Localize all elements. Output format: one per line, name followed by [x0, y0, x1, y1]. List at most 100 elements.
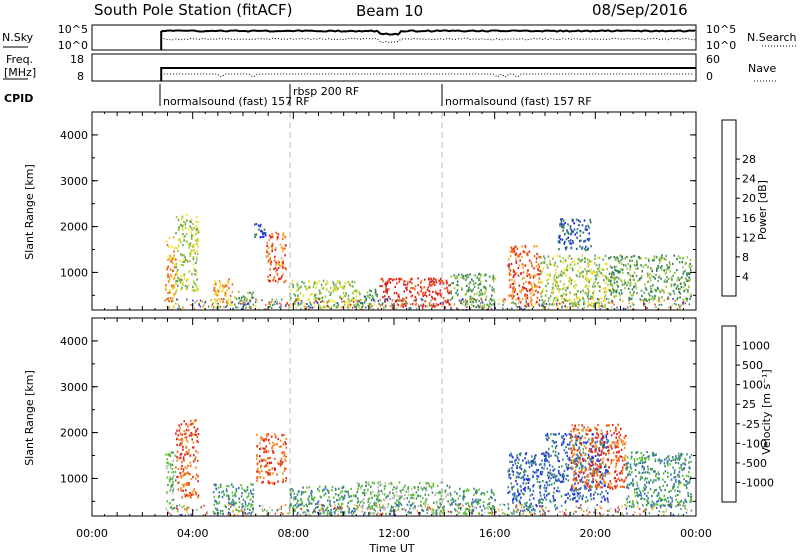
power-cell [676, 279, 678, 281]
power-cell [484, 306, 486, 308]
power-cbar-tick-label: 24 [742, 173, 756, 186]
power-ytick-label: 2000 [60, 221, 88, 234]
velocity-cell [581, 469, 583, 471]
power-cell [484, 304, 486, 306]
power-cell [394, 292, 396, 294]
power-cell [258, 229, 260, 231]
power-cell [493, 303, 495, 305]
velocity-cell [573, 472, 575, 474]
power-cell [352, 285, 354, 287]
velocity-cell [624, 486, 626, 488]
velocity-cell [233, 486, 235, 488]
velocity-cell [622, 460, 624, 462]
velocity-cell [581, 430, 583, 432]
velocity-cell [621, 485, 623, 487]
power-ground-cell [406, 303, 407, 305]
velocity-cell [315, 503, 317, 505]
velocity-cell [575, 487, 577, 489]
velocity-cell [182, 438, 184, 440]
power-cell [557, 265, 559, 267]
power-cell [284, 254, 286, 256]
velocity-cell [422, 489, 424, 491]
velocity-cell [557, 490, 559, 492]
power-cell [222, 285, 224, 287]
velocity-cell [281, 434, 283, 436]
velocity-cell [414, 487, 416, 489]
power-cell [472, 288, 474, 290]
power-cell [187, 278, 189, 280]
power-cell [582, 259, 584, 261]
velocity-cell [542, 505, 544, 507]
velocity-cell [271, 462, 273, 464]
power-cell [478, 300, 480, 302]
power-cell [599, 264, 601, 266]
velocity-cell [579, 467, 581, 469]
velocity-cell [593, 494, 595, 496]
power-cell [515, 246, 517, 248]
velocity-cell [449, 486, 451, 488]
power-ground-cell [358, 300, 359, 302]
power-cell [590, 278, 592, 280]
power-cell [322, 287, 324, 289]
power-cell [191, 229, 193, 231]
power-cell [563, 293, 565, 295]
power-cell [671, 276, 673, 278]
power-cell [610, 292, 612, 294]
power-cell [624, 279, 626, 281]
power-cell [392, 304, 394, 306]
power-cell [683, 271, 685, 273]
power-cell [451, 282, 453, 284]
power-ground-cell [515, 303, 516, 305]
power-ground-cell [242, 303, 243, 305]
velocity-cell [582, 498, 584, 500]
velocity-cell [607, 492, 609, 494]
power-cell [468, 287, 470, 289]
velocity-cell [385, 513, 387, 515]
power-ground-cell [238, 303, 239, 305]
power-cell [475, 282, 477, 284]
velocity-cell [454, 491, 456, 493]
power-cell [262, 236, 264, 238]
power-cell [622, 268, 624, 270]
velocity-cell [176, 430, 178, 432]
velocity-cell [570, 437, 572, 439]
velocity-cell [528, 509, 530, 511]
power-cell [492, 278, 494, 280]
power-ground-cell [518, 302, 519, 304]
power-ground-cell [318, 299, 319, 301]
velocity-cell [563, 438, 565, 440]
power-cell [169, 289, 171, 291]
power-cell [316, 282, 318, 284]
power-cell [480, 302, 482, 304]
power-cell [540, 270, 542, 272]
velocity-cell [524, 474, 526, 476]
power-cell [599, 269, 601, 271]
velocity-cell [670, 496, 672, 498]
nave-label: Nave [748, 62, 776, 75]
velocity-cell [252, 501, 254, 503]
velocity-cell [306, 487, 308, 489]
velocity-cell [646, 504, 648, 506]
velocity-cell [193, 488, 195, 490]
power-cell [610, 280, 612, 282]
velocity-cell [674, 476, 676, 478]
power-ground-cell [502, 308, 503, 310]
power-ground-cell [357, 301, 358, 303]
power-cell [243, 295, 245, 297]
velocity-cell [629, 483, 631, 485]
velocity-cell [596, 446, 598, 448]
velocity-cell [172, 478, 174, 480]
velocity-cell [564, 501, 566, 503]
power-cell [251, 293, 253, 295]
power-ground-cell [208, 306, 209, 308]
power-cell [388, 288, 390, 290]
velocity-cell [259, 442, 261, 444]
velocity-cell [298, 490, 300, 492]
velocity-cell [228, 485, 230, 487]
power-ground-cell [204, 302, 205, 304]
power-ground-cell [247, 298, 248, 300]
velocity-cell [596, 432, 598, 434]
power-cell [579, 245, 581, 247]
velocity-cell [650, 488, 652, 490]
